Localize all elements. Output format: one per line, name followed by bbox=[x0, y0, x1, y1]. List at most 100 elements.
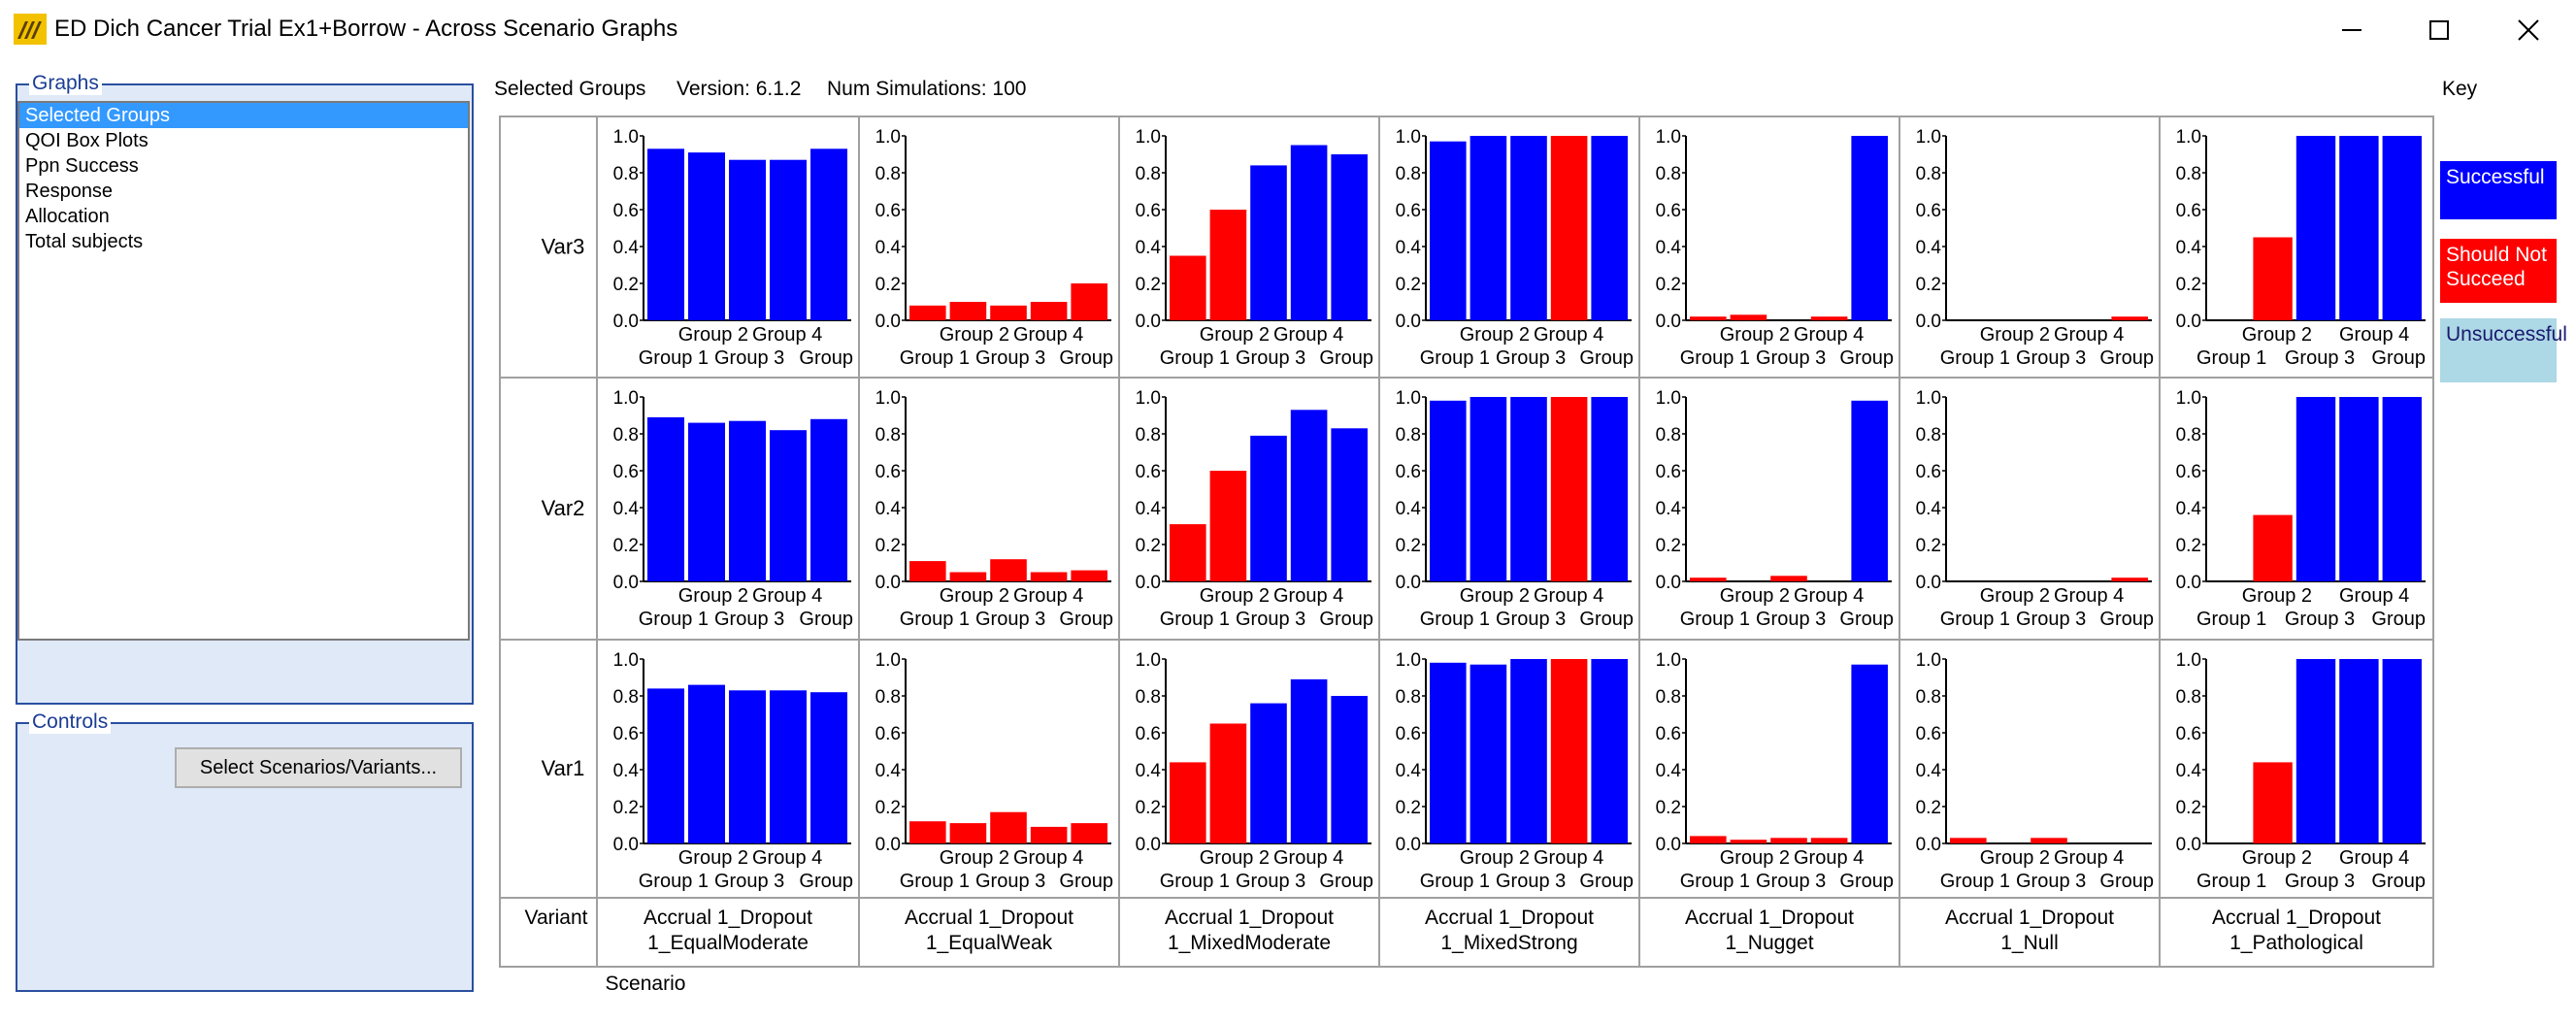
y-tick-label: 0.4 bbox=[1656, 499, 1682, 519]
y-tick-label: 0.8 bbox=[1396, 164, 1421, 184]
list-item-allocation[interactable]: Allocation bbox=[25, 206, 110, 227]
x-tick-label: Group bbox=[799, 871, 853, 892]
y-tick-label: 0.0 bbox=[875, 835, 901, 855]
y-tick-label: 0.6 bbox=[1396, 724, 1421, 744]
y-tick-label: 1.0 bbox=[1656, 388, 1681, 409]
y-tick-label: 0.8 bbox=[875, 425, 901, 446]
y-tick-label: 0.6 bbox=[2176, 462, 2201, 482]
bar-2 bbox=[688, 684, 725, 843]
y-tick-label: 0.2 bbox=[2176, 275, 2201, 295]
y-tick-label: 0.4 bbox=[1136, 761, 1162, 781]
y-tick-label: 0.8 bbox=[1136, 425, 1161, 446]
list-item-ppn-success[interactable]: Ppn Success bbox=[25, 155, 139, 177]
x-tick-label: Group 2 bbox=[1200, 324, 1270, 346]
y-tick-label: 0.4 bbox=[2176, 238, 2202, 258]
y-tick-label: 1.0 bbox=[1136, 127, 1161, 148]
x-tick-label: Group 1 bbox=[2196, 871, 2266, 892]
x-tick-label: Group 4 bbox=[1273, 324, 1343, 346]
y-tick-label: 0.6 bbox=[875, 724, 901, 744]
bar-2 bbox=[949, 572, 987, 581]
close-button[interactable] bbox=[2483, 0, 2574, 60]
y-tick-label: 0.8 bbox=[1396, 687, 1421, 708]
x-tick-label: Group 3 bbox=[1236, 871, 1305, 892]
x-tick-label: Group 2 bbox=[1720, 324, 1790, 346]
y-tick-label: 0.6 bbox=[1916, 201, 1941, 221]
graphs-listbox[interactable]: Selected Groups QOI Box Plots Ppn Succes… bbox=[17, 101, 470, 641]
bar-4 bbox=[1030, 826, 1068, 843]
list-item-qoi-box-plots[interactable]: QOI Box Plots bbox=[25, 130, 149, 151]
x-tick-label: Group 2 bbox=[1200, 847, 1270, 869]
bar-2 bbox=[2253, 237, 2293, 320]
bar-1 bbox=[909, 305, 946, 320]
bar-5 bbox=[2111, 316, 2148, 320]
x-tick-label: Group 2 bbox=[940, 847, 1009, 869]
scenario-name-line2: 1_Pathological bbox=[2229, 932, 2363, 954]
x-tick-label: Group 4 bbox=[1794, 847, 1864, 869]
x-tick-label: Group 1 bbox=[1420, 871, 1490, 892]
y-tick-label: 0.6 bbox=[875, 462, 901, 482]
y-tick-label: 0.4 bbox=[2176, 499, 2202, 519]
select-scenarios-button[interactable]: Select Scenarios/Variants... bbox=[175, 747, 462, 788]
bar-2 bbox=[1209, 471, 1247, 581]
y-tick-label: 0.2 bbox=[613, 275, 639, 295]
graph-name-label: Selected Groups bbox=[494, 78, 646, 100]
y-tick-label: 0.2 bbox=[2176, 536, 2201, 556]
y-tick-label: 1.0 bbox=[1916, 388, 1941, 409]
maximize-button[interactable] bbox=[2394, 0, 2485, 60]
y-tick-label: 1.0 bbox=[1396, 127, 1421, 148]
scenario-name-line2: 1_MixedStrong bbox=[1440, 932, 1577, 954]
x-tick-label: Group bbox=[1319, 871, 1373, 892]
y-tick-label: 1.0 bbox=[1916, 127, 1941, 148]
x-tick-label: Group 2 bbox=[1460, 585, 1530, 607]
y-tick-label: 0.8 bbox=[1656, 425, 1681, 446]
bar-2 bbox=[2253, 762, 2293, 843]
y-tick-label: 0.0 bbox=[1136, 835, 1161, 855]
y-tick-label: 0.4 bbox=[875, 499, 902, 519]
y-tick-label: 0.2 bbox=[1396, 275, 1421, 295]
x-tick-label: Group bbox=[1579, 871, 1634, 892]
bar-5 bbox=[1851, 400, 1888, 581]
x-tick-label: Group 1 bbox=[1680, 347, 1750, 369]
y-tick-label: 1.0 bbox=[1396, 650, 1421, 671]
y-tick-label: 1.0 bbox=[875, 650, 901, 671]
x-tick-label: Group 2 bbox=[1980, 324, 2050, 346]
y-tick-label: 0.4 bbox=[2176, 761, 2202, 781]
bar-5 bbox=[2382, 397, 2422, 581]
bar-3 bbox=[1510, 397, 1547, 581]
x-tick-label: Group 4 bbox=[2054, 847, 2124, 869]
y-tick-label: 0.0 bbox=[1396, 312, 1421, 332]
x-tick-label: Group bbox=[1839, 347, 1894, 369]
bar-4 bbox=[1810, 838, 1848, 843]
bar-5 bbox=[1851, 136, 1888, 320]
bar-3 bbox=[1250, 165, 1287, 320]
bar-1 bbox=[1170, 255, 1206, 320]
bar-4 bbox=[2339, 659, 2379, 843]
y-tick-label: 0.0 bbox=[2176, 835, 2201, 855]
list-item-response[interactable]: Response bbox=[25, 181, 114, 202]
bar-3 bbox=[729, 420, 766, 581]
y-tick-label: 0.0 bbox=[1656, 312, 1681, 332]
bar-3 bbox=[2295, 136, 2336, 320]
y-tick-label: 0.6 bbox=[2176, 724, 2201, 744]
x-tick-label: Group 3 bbox=[1496, 347, 1566, 369]
x-tick-label: Group 2 bbox=[940, 324, 1009, 346]
bar-2 bbox=[1470, 136, 1507, 320]
y-tick-label: 1.0 bbox=[1396, 388, 1421, 409]
y-tick-label: 1.0 bbox=[613, 388, 639, 409]
list-item-total-subjects[interactable]: Total subjects bbox=[25, 231, 144, 252]
x-tick-label: Group bbox=[1579, 609, 1634, 630]
minimize-button[interactable] bbox=[2306, 0, 2397, 60]
x-tick-label: Group 2 bbox=[2242, 324, 2312, 346]
bar-5 bbox=[2382, 136, 2422, 320]
list-item-selected-groups[interactable]: Selected Groups bbox=[19, 103, 468, 128]
y-tick-label: 0.6 bbox=[1656, 201, 1681, 221]
y-tick-label: 0.4 bbox=[613, 761, 640, 781]
x-tick-label: Group 1 bbox=[1680, 871, 1750, 892]
bar-5 bbox=[1071, 283, 1107, 320]
y-tick-label: 0.0 bbox=[1916, 312, 1941, 332]
scenario-name-line2: 1_EqualWeak bbox=[926, 932, 1053, 954]
bar-4 bbox=[1810, 316, 1848, 320]
bar-2 bbox=[1209, 723, 1247, 843]
x-tick-label: Group 3 bbox=[975, 347, 1045, 369]
bar-2 bbox=[949, 302, 987, 320]
